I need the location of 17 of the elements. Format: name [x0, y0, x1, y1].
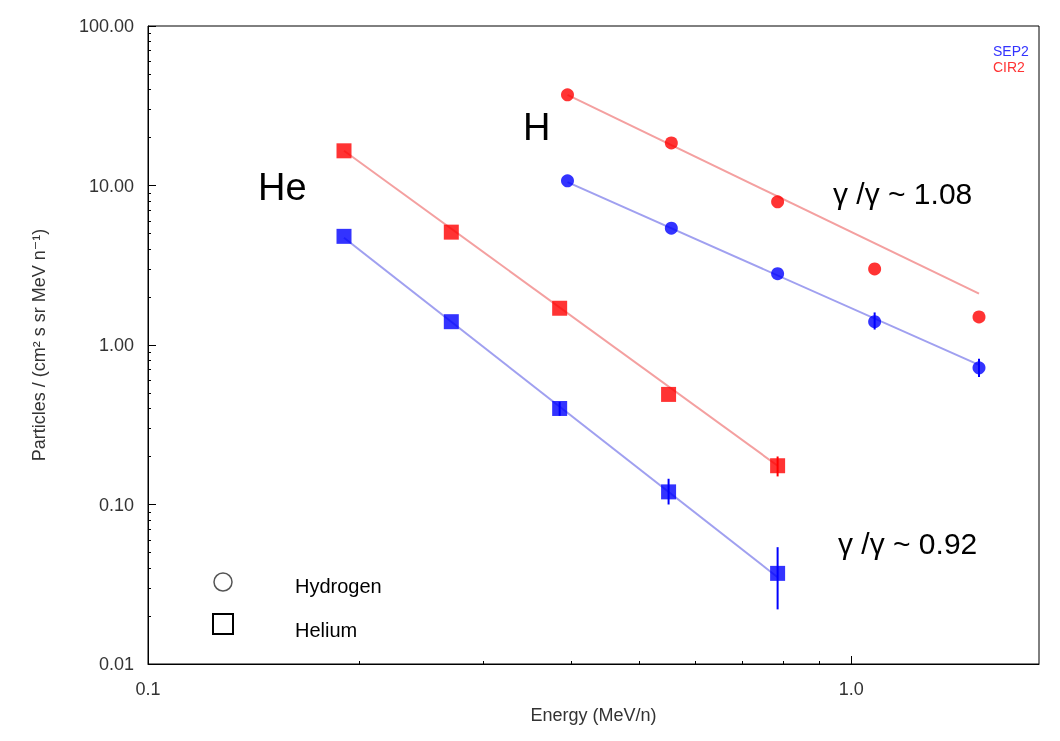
annotation: SEP2: [993, 43, 1030, 59]
annotation: He: [258, 166, 307, 208]
annotation: H: [523, 106, 551, 148]
y-axis-title: Particles / (cm² s sr MeV n⁻¹): [29, 228, 49, 462]
annotation: Helium: [295, 619, 358, 641]
x-tick-label: 1.0: [838, 679, 864, 699]
y-tick-label: 100.00: [78, 16, 134, 36]
annotation: CIR2: [993, 59, 1026, 75]
annotation: γ /γ ~ 1.08: [833, 176, 973, 210]
annotation: γ /γ ~ 0.92: [838, 526, 978, 560]
annotation: Hydrogen: [295, 575, 382, 597]
y-tick-label: 0.10: [98, 494, 134, 515]
x-axis-title: Energy (MeV/n): [530, 705, 657, 725]
x-tick-label: 0.1: [135, 679, 161, 699]
y-tick-label: 1.00: [98, 335, 134, 355]
y-tick-label: 0.01: [98, 654, 134, 674]
y-tick-label: 10.00: [88, 175, 134, 196]
